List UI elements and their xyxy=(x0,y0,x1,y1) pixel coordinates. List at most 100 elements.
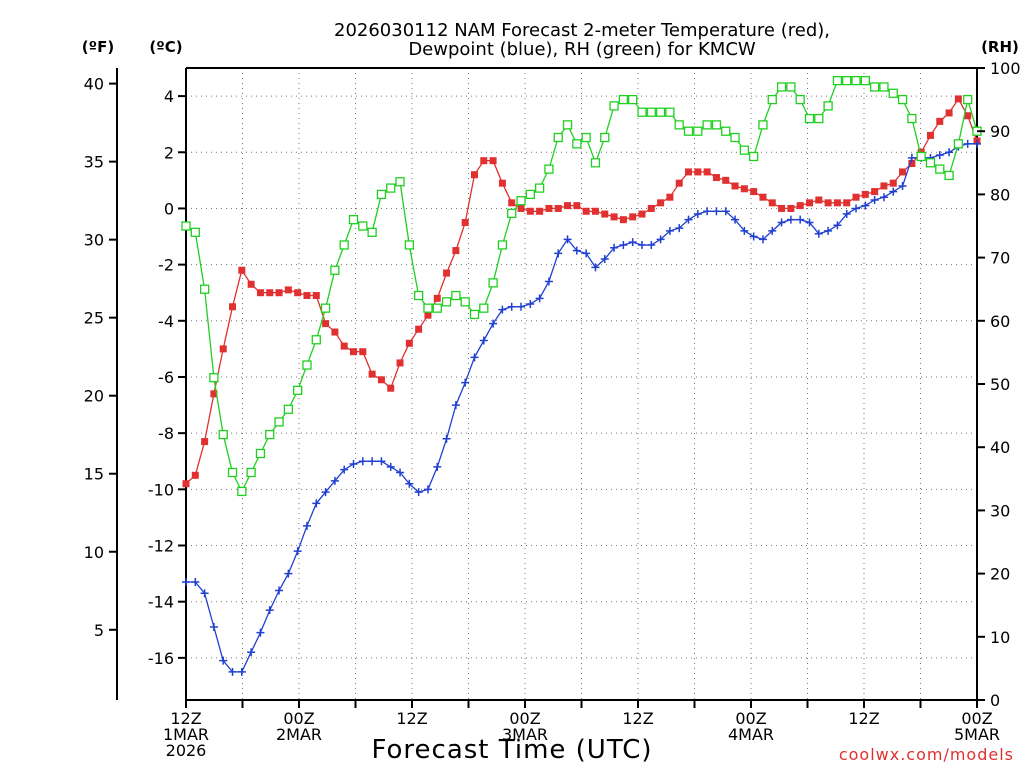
temperature-point xyxy=(340,342,348,350)
dewpoint-point xyxy=(349,460,358,469)
temperature-point xyxy=(759,193,767,201)
dewpoint-point xyxy=(768,226,777,235)
temperature-point xyxy=(926,131,934,139)
dewpoint-point xyxy=(293,547,302,556)
temperature-point xyxy=(945,109,953,117)
dewpoint-point xyxy=(535,294,544,303)
rh-point xyxy=(283,404,294,414)
dewpoint-point xyxy=(284,569,293,578)
rh-tick-label: 80 xyxy=(990,185,1010,204)
rh-point xyxy=(376,189,387,200)
temperature-point xyxy=(675,179,683,187)
celsius-tick-label: -10 xyxy=(148,480,174,499)
dewpoint-point xyxy=(405,479,414,488)
rh-tick-label: 50 xyxy=(990,375,1010,394)
rh-point xyxy=(786,82,796,92)
rh-point xyxy=(832,75,843,86)
dewpoint-point xyxy=(498,305,507,314)
dewpoint-point xyxy=(712,207,721,216)
rh-point xyxy=(423,303,433,313)
rh-point xyxy=(953,139,964,149)
rh-point xyxy=(693,126,703,136)
temperature-point xyxy=(861,190,869,198)
rh-point xyxy=(302,360,312,370)
rh-point xyxy=(823,101,833,111)
dewpoint-point xyxy=(275,586,284,595)
rh-point xyxy=(851,75,861,86)
fahrenheit-tick-label: 5 xyxy=(94,621,104,640)
dewpoint-point xyxy=(861,201,870,210)
temperature-point xyxy=(424,311,432,319)
rh-point xyxy=(860,75,870,86)
dewpoint-point xyxy=(572,246,581,255)
dewpoint-point xyxy=(842,210,851,219)
rh-point xyxy=(572,139,582,149)
temperature-point xyxy=(657,199,665,207)
rh-tick-label: 60 xyxy=(990,312,1010,331)
temperature-point xyxy=(871,188,879,196)
dewpoint-point xyxy=(526,299,535,308)
rh-point xyxy=(190,227,200,237)
rh-tick-label: 100 xyxy=(990,59,1021,78)
temperature-point xyxy=(768,199,776,207)
dewpoint-point xyxy=(386,462,395,471)
dewpoint-point xyxy=(312,499,321,508)
temperature-point xyxy=(694,168,702,176)
rh-point xyxy=(265,429,275,440)
rh-point xyxy=(181,221,191,231)
temperature-point xyxy=(722,176,730,184)
temperature-point xyxy=(396,359,404,367)
x-tick-label: 00Z xyxy=(735,709,766,728)
temperature-point xyxy=(266,289,274,297)
fahrenheit-tick-label: 20 xyxy=(84,387,104,406)
temperature-point xyxy=(470,171,478,179)
temperature-point xyxy=(573,202,581,210)
axis-layer xyxy=(116,67,978,701)
rh-point xyxy=(460,297,470,307)
dewpoint-point xyxy=(749,232,758,241)
rh-point xyxy=(218,429,228,440)
dewpoint-point xyxy=(898,181,907,190)
rh-point xyxy=(907,113,917,124)
rh-point xyxy=(711,120,722,130)
dewpoint-point xyxy=(675,224,684,233)
dewpoint-point xyxy=(963,139,972,148)
rh-point xyxy=(637,107,647,117)
dewpoint-point xyxy=(442,434,451,443)
dewpoint-point xyxy=(461,378,470,387)
dewpoint-point xyxy=(647,240,656,249)
rh-point xyxy=(842,75,852,86)
rh-point xyxy=(246,467,256,478)
dewpoint-point xyxy=(302,521,311,530)
temperature-point xyxy=(452,247,460,255)
rh-point xyxy=(674,120,684,130)
temperature-point xyxy=(433,294,441,302)
tick-layer: 420-2-4-6-8-10-12-14-1640353025201510510… xyxy=(84,59,1021,760)
dewpoint-point xyxy=(721,207,730,216)
temperature-point xyxy=(294,289,302,297)
temperature-point xyxy=(238,266,246,274)
temperature-point xyxy=(219,345,227,353)
temperature-point xyxy=(843,199,851,207)
rh-point xyxy=(274,417,284,427)
dewpoint-point xyxy=(665,226,674,235)
rh-point xyxy=(795,94,805,105)
dewpoint-point xyxy=(758,235,767,244)
temperature-point xyxy=(331,328,339,336)
rh-tick-label: 0 xyxy=(990,691,1000,710)
dewpoint-point xyxy=(814,229,823,238)
credit-text: coolwx.com/models xyxy=(839,745,1014,764)
rh-point xyxy=(479,303,489,313)
dewpoint-point xyxy=(451,401,460,410)
temperature-point xyxy=(740,185,748,193)
rh-point xyxy=(730,132,740,143)
x-tick-label: 12Z xyxy=(396,709,427,728)
temperature-point xyxy=(247,280,255,288)
dewpoint-point xyxy=(824,226,833,235)
dewpoint-point xyxy=(805,218,814,227)
temperature-point xyxy=(377,376,385,384)
rh-tick-label: 10 xyxy=(990,628,1010,647)
temperature-point xyxy=(629,213,637,221)
temperature-point xyxy=(852,193,860,201)
dewpoint-point xyxy=(703,207,712,216)
